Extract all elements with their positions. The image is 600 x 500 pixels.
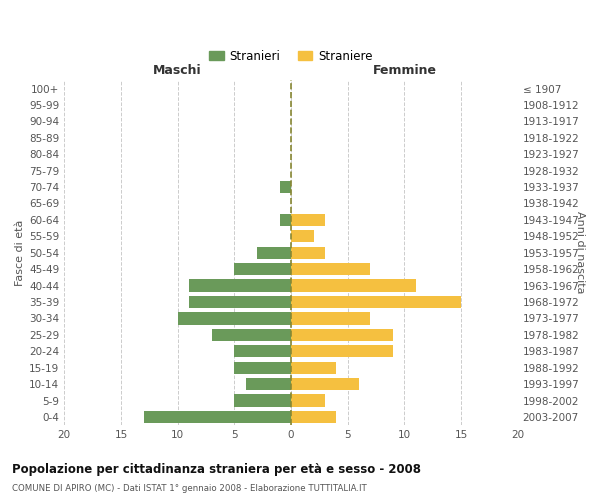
Text: COMUNE DI APIRO (MC) - Dati ISTAT 1° gennaio 2008 - Elaborazione TUTTITALIA.IT: COMUNE DI APIRO (MC) - Dati ISTAT 1° gen…: [12, 484, 367, 493]
Bar: [291, 362, 337, 374]
Bar: [291, 230, 314, 242]
Bar: [143, 411, 291, 423]
Bar: [291, 214, 325, 226]
Bar: [291, 296, 461, 308]
Bar: [235, 362, 291, 374]
Bar: [257, 246, 291, 259]
Bar: [291, 280, 416, 291]
Text: Femmine: Femmine: [373, 64, 436, 77]
Bar: [189, 296, 291, 308]
Bar: [235, 345, 291, 358]
Bar: [291, 394, 325, 406]
Y-axis label: Fasce di età: Fasce di età: [15, 220, 25, 286]
Bar: [246, 378, 291, 390]
Bar: [212, 328, 291, 341]
Bar: [235, 263, 291, 276]
Legend: Stranieri, Straniere: Stranieri, Straniere: [205, 45, 377, 68]
Bar: [291, 378, 359, 390]
Bar: [235, 394, 291, 406]
Bar: [178, 312, 291, 324]
Bar: [280, 214, 291, 226]
Bar: [189, 280, 291, 291]
Bar: [291, 328, 393, 341]
Text: Popolazione per cittadinanza straniera per età e sesso - 2008: Popolazione per cittadinanza straniera p…: [12, 462, 421, 475]
Bar: [291, 312, 370, 324]
Bar: [291, 345, 393, 358]
Bar: [291, 246, 325, 259]
Text: Maschi: Maschi: [154, 64, 202, 77]
Bar: [291, 263, 370, 276]
Bar: [291, 411, 337, 423]
Bar: [280, 181, 291, 193]
Y-axis label: Anni di nascita: Anni di nascita: [575, 212, 585, 294]
